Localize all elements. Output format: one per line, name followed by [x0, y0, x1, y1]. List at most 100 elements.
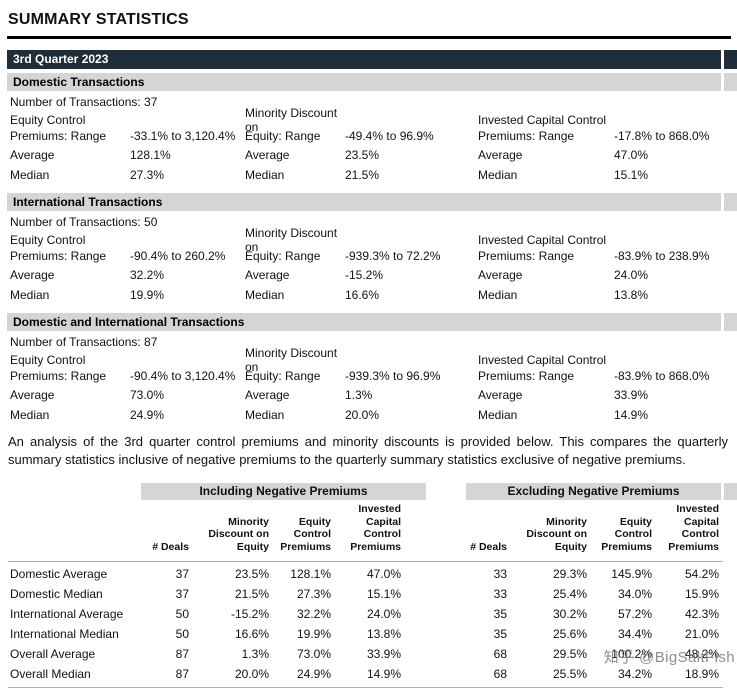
median-value: 16.6%: [345, 288, 380, 302]
row-label: Overall Median: [10, 667, 91, 681]
average-label: Average: [478, 388, 523, 402]
cell-value: 32.2%: [296, 607, 331, 621]
cell-value: 15.9%: [684, 587, 719, 601]
stat-label-line2: Premiums: Range: [10, 129, 107, 143]
row-label: International Median: [10, 627, 119, 641]
average-label: Average: [478, 148, 523, 162]
average-label: Average: [10, 388, 55, 402]
cell-value: 34.2%: [617, 667, 652, 681]
cell-value: 68: [493, 667, 507, 681]
stat-label-line2: Premiums: Range: [10, 249, 107, 263]
average-label: Average: [245, 268, 290, 282]
average-value: 128.1%: [130, 148, 171, 162]
cell-value: 19.9%: [296, 627, 331, 641]
median-label: Median: [10, 168, 50, 182]
stat-label-line1: Equity Control: [10, 232, 86, 247]
title-divider: [7, 36, 731, 39]
median-value: 20.0%: [345, 408, 380, 422]
stat-label-line2: Equity: Range: [245, 369, 321, 383]
cell-value: 37: [175, 567, 189, 581]
cell-value: 25.5%: [552, 667, 587, 681]
cell-value: 50: [175, 607, 189, 621]
range-value: -33.1% to 3,120.4%: [130, 129, 236, 143]
range-value: -49.4% to 96.9%: [345, 129, 434, 143]
cell-value: 68: [493, 647, 507, 661]
equity-control-premiums-col: Equity Control Premiums: Range -33.1% to…: [10, 112, 245, 185]
row-label: Domestic Median: [10, 587, 103, 601]
average-value: 24.0%: [614, 268, 649, 282]
cell-value: 128.1%: [290, 567, 331, 581]
stat-label-line1: Invested Capital Control: [478, 112, 607, 127]
section-header-bar-cap: [724, 193, 737, 211]
equity-control-premiums-col: Equity Control Premiums: Range -90.4% to…: [10, 352, 245, 425]
average-label: Average: [10, 268, 55, 282]
median-value: 24.9%: [130, 408, 165, 422]
including-group-header: Including Negative Premiums: [141, 483, 426, 500]
cell-value: 24.0%: [366, 607, 401, 621]
stat-label-line2: Premiums: Range: [478, 129, 575, 143]
watermark: 知乎 @BigSaltFish: [603, 649, 735, 666]
range-value: -90.4% to 3,120.4%: [130, 369, 236, 383]
median-value: 19.9%: [130, 288, 165, 302]
comparison-group-headers: Including Negative Premiums Excluding Ne…: [8, 483, 737, 500]
comparison-grid: # Deals Minority Discount on Equity Equi…: [8, 500, 736, 688]
cell-value: 87: [175, 667, 189, 681]
invested-capital-col: Invested Capital Control Premiums: Range…: [478, 352, 731, 425]
quarter-header-label: 3rd Quarter 2023: [7, 50, 721, 69]
cell-value: 18.9%: [684, 667, 719, 681]
median-value: 15.1%: [614, 168, 649, 182]
section-combined-transactions: Domestic and International Transactions …: [0, 313, 737, 425]
cell-value: 34.0%: [617, 587, 652, 601]
cell-value: 20.0%: [234, 667, 269, 681]
average-value: 23.5%: [345, 148, 380, 162]
cell-value: 48.2%: [684, 647, 719, 661]
section-header-bar: Domestic and International Transactions: [7, 313, 737, 331]
invested-capital-col: Invested Capital Control Premiums: Range…: [478, 112, 731, 185]
col-header-equity-including: Equity Control Premiums: [280, 515, 331, 553]
average-value: 32.2%: [130, 268, 165, 282]
invested-capital-col: Invested Capital Control Premiums: Range…: [478, 232, 731, 305]
stat-label-line2: Premiums: Range: [478, 369, 575, 383]
range-value: -83.9% to 238.9%: [614, 249, 710, 263]
transactions-count: Number of Transactions: 37: [10, 95, 158, 109]
cell-value: -15.2%: [230, 607, 269, 621]
range-value: -939.3% to 96.9%: [345, 369, 441, 383]
cell-value: 54.2%: [684, 567, 719, 581]
cell-value: 30.2%: [552, 607, 587, 621]
average-label: Average: [10, 148, 55, 162]
average-value: 1.3%: [345, 388, 373, 402]
section-header-bar-cap: [724, 313, 737, 331]
average-label: Average: [245, 148, 290, 162]
cell-value: 24.9%: [296, 667, 331, 681]
stat-label-line1: Invested Capital Control: [478, 232, 607, 247]
quarter-header-bar: 3rd Quarter 2023: [7, 50, 737, 69]
cell-value: 57.2%: [617, 607, 652, 621]
section-stats: Equity Control Premiums: Range -90.4% to…: [0, 346, 737, 425]
cell-value: 23.5%: [234, 567, 269, 581]
minority-discount-col: Minority Discount on Equity: Range -939.…: [245, 226, 478, 305]
cell-value: 29.3%: [552, 567, 587, 581]
cell-value: 42.3%: [684, 607, 719, 621]
cell-value: 25.4%: [552, 587, 587, 601]
row-label: International Average: [10, 607, 124, 621]
stat-label-line1: Equity Control: [10, 112, 86, 127]
stat-label-line1: Minority Discount on: [245, 225, 338, 254]
section-stats: Equity Control Premiums: Range -90.4% to…: [0, 226, 737, 305]
section-international-transactions: International Transactions Number of Tra…: [0, 193, 737, 305]
range-value: -939.3% to 72.2%: [345, 249, 441, 263]
section-header-bar: International Transactions: [7, 193, 737, 211]
stat-label-line1: Minority Discount on: [245, 105, 338, 134]
section-header-bar-cap: [724, 73, 737, 91]
stat-label-line1: Invested Capital Control: [478, 352, 607, 367]
section-domestic-transactions: Domestic Transactions Number of Transact…: [0, 73, 737, 185]
cell-value: 21.5%: [234, 587, 269, 601]
equity-control-premiums-col: Equity Control Premiums: Range -90.4% to…: [10, 232, 245, 305]
stat-label-line2: Equity: Range: [245, 129, 321, 143]
cell-value: 29.5%: [552, 647, 587, 661]
median-label: Median: [10, 408, 50, 422]
cell-value: 50: [175, 627, 189, 641]
excluding-group-header-cap: [724, 483, 737, 500]
cell-value: 100.2%: [611, 647, 652, 661]
median-value: 14.9%: [614, 408, 649, 422]
